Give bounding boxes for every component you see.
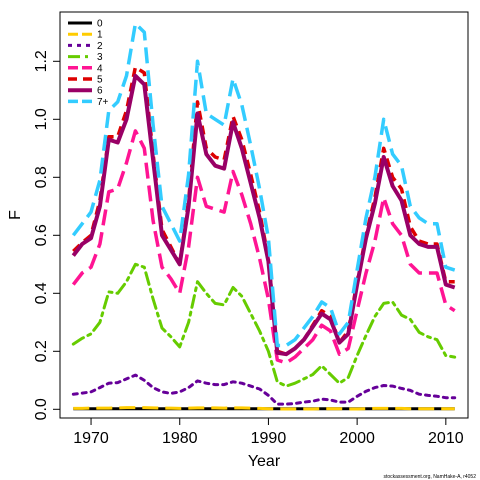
x-tick-label: 1970 bbox=[73, 430, 109, 447]
x-tick-label: 2000 bbox=[339, 430, 375, 447]
legend-label-2: 2 bbox=[97, 41, 103, 52]
series-layer bbox=[71, 21, 457, 411]
axes: 1970 1980 1990 2000 2010 0.0 0.2 0.4 0.6 0.8 1.0 1.… bbox=[33, 50, 464, 447]
y-tick-label: 0.0 bbox=[33, 398, 50, 420]
x-tick-label: 1990 bbox=[251, 430, 287, 447]
legend-label-7plus: 7+ bbox=[97, 97, 109, 108]
series-line-2 bbox=[71, 373, 457, 406]
x-tick-label: 1980 bbox=[162, 430, 198, 447]
y-tick-label: 0.4 bbox=[33, 282, 50, 304]
series-line-6 bbox=[71, 73, 456, 357]
y-axis-title: F bbox=[7, 210, 24, 220]
legend-label-1: 1 bbox=[97, 30, 103, 41]
y-tick-label: 0.6 bbox=[33, 224, 50, 246]
y-tick-label: 0.8 bbox=[33, 166, 50, 188]
series-line-1 bbox=[73, 406, 455, 411]
y-tick-label: 1.0 bbox=[33, 108, 50, 130]
legend-label-0: 0 bbox=[97, 19, 103, 30]
x-tick-label: 2010 bbox=[428, 430, 464, 447]
plot-frame bbox=[59, 11, 469, 419]
legend-label-5: 5 bbox=[97, 75, 103, 86]
y-tick-label: 0.2 bbox=[33, 340, 50, 362]
legend-label-4: 4 bbox=[97, 63, 103, 74]
legend-label-6: 6 bbox=[97, 86, 103, 97]
x-axis-title: Year bbox=[248, 453, 281, 470]
legend-label-3: 3 bbox=[97, 52, 103, 63]
footer-source-text: stockassessment.org, NamHake-A, r4052 bbox=[383, 474, 476, 480]
y-tick-label: 1.2 bbox=[33, 50, 50, 72]
series-line-3 bbox=[71, 262, 457, 388]
series-line-7plus bbox=[71, 21, 456, 348]
series-line-4 bbox=[71, 129, 456, 365]
